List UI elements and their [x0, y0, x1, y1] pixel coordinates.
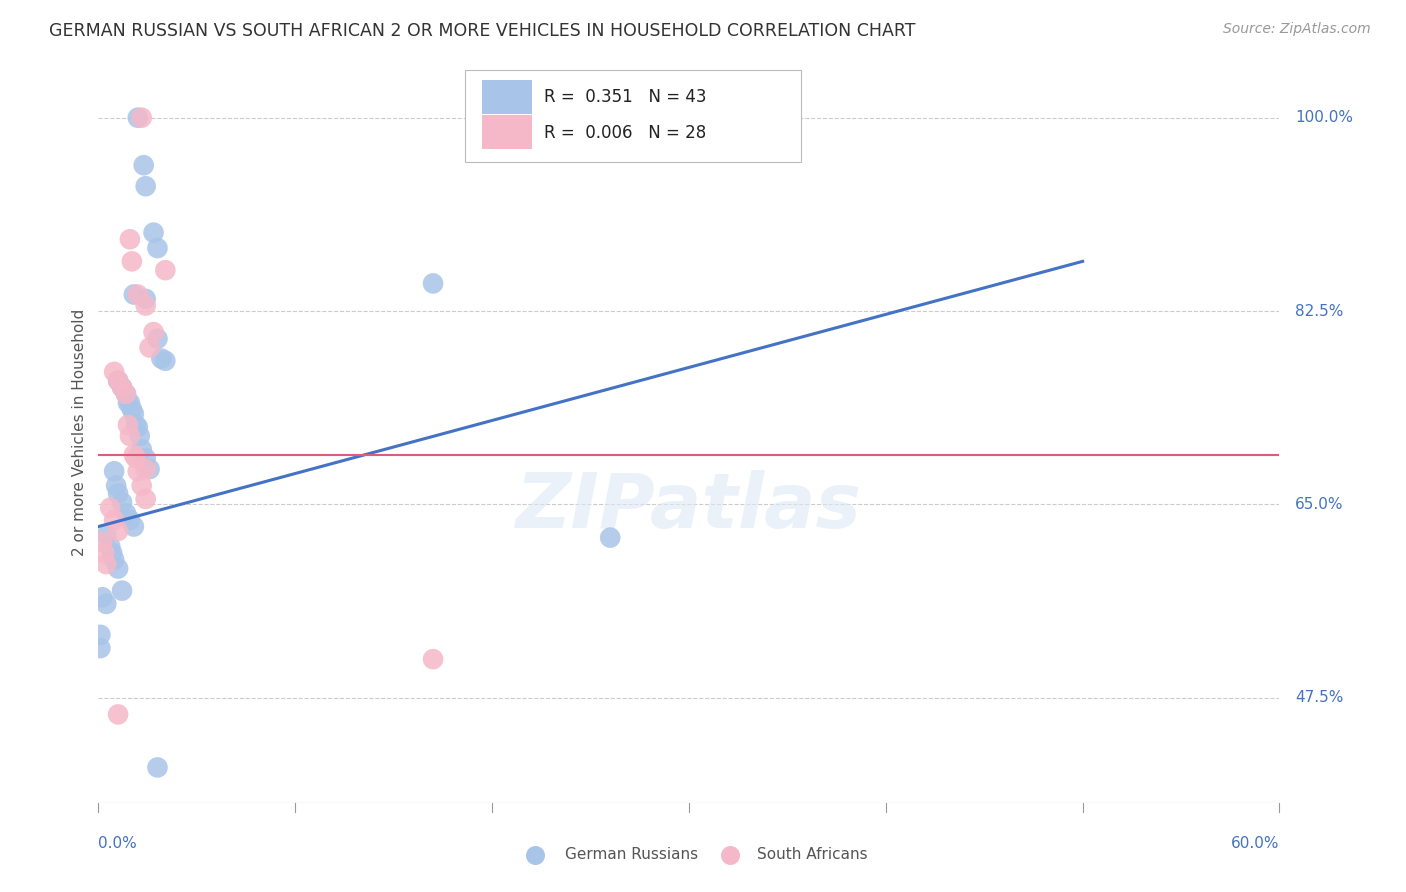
Text: 100.0%: 100.0%: [1295, 111, 1353, 125]
Point: [125, 450, 148, 465]
Point: [107, 374, 129, 388]
Point: [103, 513, 125, 527]
Point: [115, 506, 138, 520]
Point: [138, 341, 160, 355]
Text: 60.0%: 60.0%: [1232, 836, 1279, 851]
Y-axis label: 2 or more Vehicles in Household: 2 or more Vehicles in Household: [72, 309, 87, 557]
Point: [131, 111, 153, 125]
Text: GERMAN RUSSIAN VS SOUTH AFRICAN 2 OR MORE VEHICLES IN HOUSEHOLD CORRELATION CHAR: GERMAN RUSSIAN VS SOUTH AFRICAN 2 OR MOR…: [49, 22, 915, 40]
Point: [98, 540, 121, 554]
Point: [91, 591, 114, 605]
Point: [89, 641, 111, 656]
Point: [101, 546, 124, 560]
Point: [122, 287, 145, 301]
Point: [122, 519, 145, 533]
Point: [138, 462, 160, 476]
Point: [117, 396, 139, 410]
Point: [146, 241, 169, 255]
Point: [135, 450, 157, 465]
Point: [121, 402, 143, 417]
Point: [107, 561, 129, 575]
Point: [107, 486, 129, 500]
Point: [118, 396, 141, 410]
Point: [118, 429, 141, 443]
Point: [121, 254, 143, 268]
Point: [111, 583, 134, 598]
Point: [135, 179, 157, 194]
Point: [135, 491, 157, 506]
FancyBboxPatch shape: [482, 115, 531, 149]
Point: [131, 478, 153, 492]
Point: [98, 500, 121, 515]
Point: [111, 380, 134, 394]
Point: [105, 478, 128, 492]
Point: [107, 374, 129, 388]
Point: [91, 535, 114, 549]
Point: [127, 111, 149, 125]
Point: [111, 380, 134, 394]
FancyBboxPatch shape: [464, 70, 801, 162]
Point: [142, 325, 165, 339]
Point: [103, 464, 125, 478]
Point: [128, 429, 150, 443]
Point: [142, 226, 165, 240]
Text: 47.5%: 47.5%: [1295, 690, 1344, 706]
Point: [107, 524, 129, 538]
Point: [117, 417, 139, 432]
Point: [89, 628, 111, 642]
Point: [96, 597, 118, 611]
Point: [103, 552, 125, 566]
Point: [422, 652, 444, 666]
Point: [146, 332, 169, 346]
Text: 82.5%: 82.5%: [1295, 303, 1344, 318]
Text: 65.0%: 65.0%: [1295, 497, 1344, 512]
Point: [93, 546, 115, 560]
Text: German Russians: German Russians: [565, 847, 697, 863]
Point: [96, 528, 118, 542]
Point: [122, 407, 145, 421]
Point: [127, 464, 149, 478]
Point: [115, 387, 138, 401]
Point: [150, 351, 173, 366]
Point: [131, 442, 153, 457]
Point: [155, 353, 177, 368]
Point: [146, 760, 169, 774]
Point: [135, 299, 157, 313]
Text: ZIPatlas: ZIPatlas: [516, 470, 862, 543]
Text: R =  0.351   N = 43: R = 0.351 N = 43: [544, 88, 706, 106]
Point: [103, 365, 125, 379]
Point: [155, 263, 177, 277]
Point: [422, 277, 444, 291]
Text: R =  0.006   N = 28: R = 0.006 N = 28: [544, 124, 706, 142]
Point: [135, 292, 157, 306]
Point: [127, 420, 149, 434]
Point: [127, 287, 149, 301]
Point: [118, 232, 141, 246]
Point: [135, 462, 157, 476]
Point: [107, 707, 129, 722]
Point: [122, 448, 145, 462]
Point: [115, 387, 138, 401]
Point: [599, 531, 621, 545]
Point: [125, 417, 148, 432]
Point: [96, 557, 118, 571]
Point: [118, 513, 141, 527]
Point: [111, 495, 134, 509]
FancyBboxPatch shape: [482, 80, 531, 114]
Text: Source: ZipAtlas.com: Source: ZipAtlas.com: [1223, 22, 1371, 37]
Text: South Africans: South Africans: [758, 847, 868, 863]
Text: 0.0%: 0.0%: [98, 836, 138, 851]
Point: [132, 158, 155, 172]
